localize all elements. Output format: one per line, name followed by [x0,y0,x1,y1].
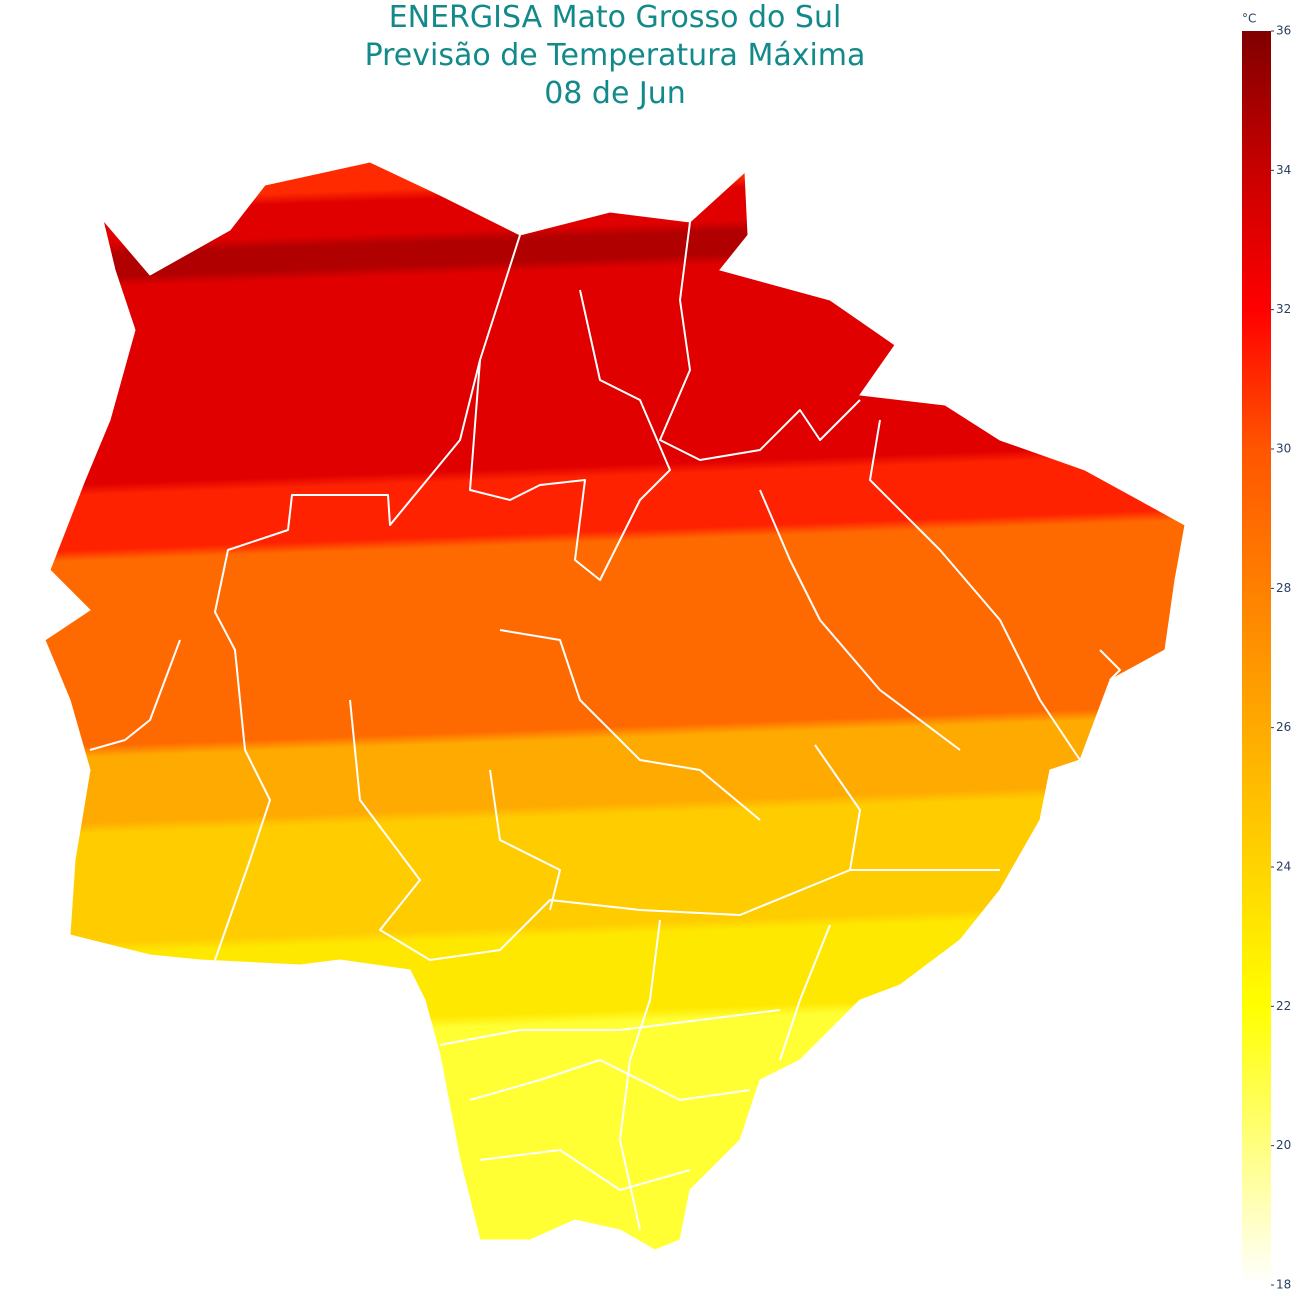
title-line: ENERGISA Mato Grosso do Sul [389,0,842,35]
colorbar-tick-label: 32 [1276,302,1291,316]
title-line: 08 de Jun [544,76,686,111]
colorbar-tick-label: 34 [1276,163,1291,177]
municipal-borders [89,221,1121,1231]
colorbar-tick-label: 22 [1276,999,1291,1013]
colorbar-tick-label: 24 [1276,860,1291,874]
state-map [44,161,1186,1251]
colorbar-tick-label: 36 [1276,24,1291,38]
colorbar-tick-label: 26 [1276,720,1291,734]
colorbar-unit: °C [1242,12,1256,26]
title-line: Previsão de Temperatura Máxima [365,38,866,73]
colorbar-tick-label: 30 [1276,442,1291,456]
colorbar-tick-label: 20 [1276,1138,1291,1152]
colorbar [1242,31,1271,1285]
colorbar-tick-label: 18 [1276,1278,1291,1292]
colorbar-tick-label: 28 [1276,581,1291,595]
